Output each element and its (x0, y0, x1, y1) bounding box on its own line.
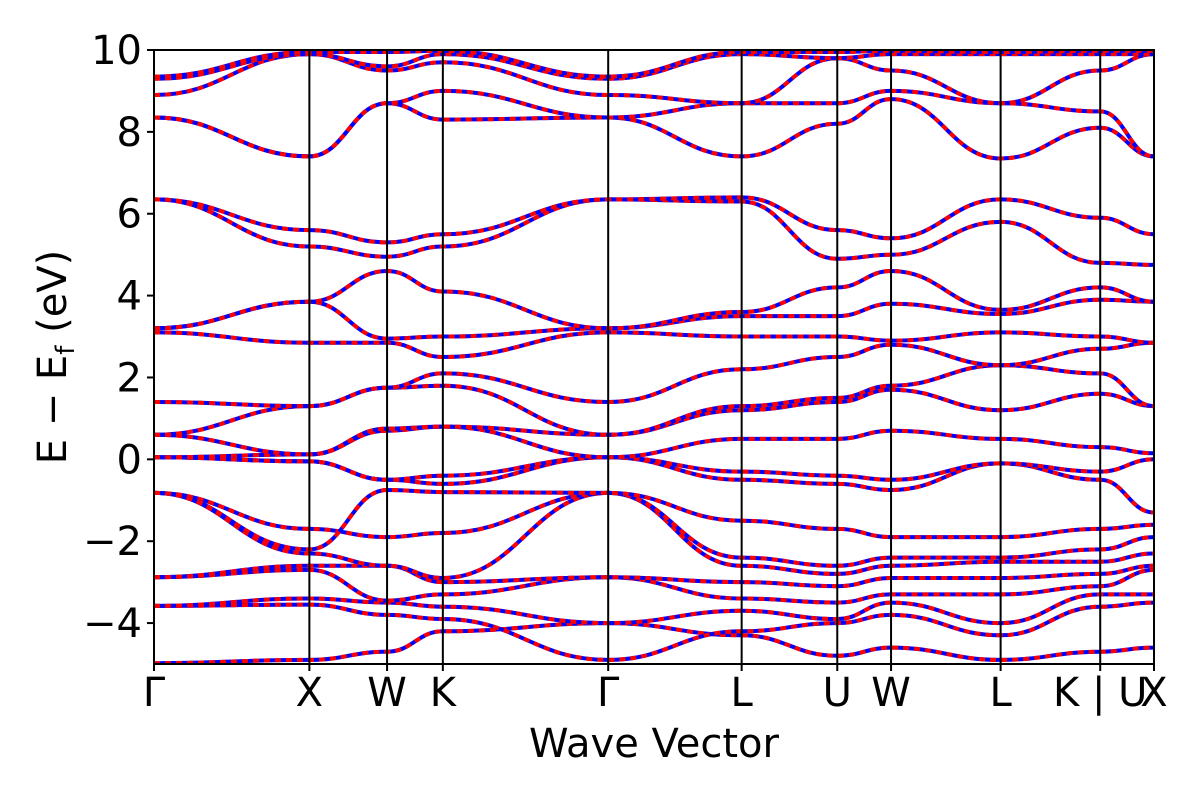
high-symmetry-lines (308, 50, 1102, 664)
band-line-15 (154, 297, 1154, 341)
x-tick-label: Γ (597, 670, 620, 716)
band-line-overlay-22 (154, 52, 1154, 81)
band-line-3 (154, 567, 1154, 605)
y-tick-label: 10 (91, 28, 142, 74)
band-line-17 (154, 197, 1154, 267)
band-line-overlay-21 (154, 52, 1154, 106)
y-tick-label: 8 (117, 110, 142, 156)
y-axis-label-sub: f (51, 345, 81, 355)
band-line-2 (154, 592, 1154, 626)
band-line-6 (154, 490, 1154, 568)
x-tick-label: L (989, 670, 1012, 716)
band-line-overlay-2 (154, 592, 1154, 626)
plot-frame (153, 49, 1155, 665)
band-line-19 (154, 97, 1154, 161)
band-line-8 (154, 455, 1154, 515)
band-line-13 (154, 340, 1154, 409)
x-tick-label: Γ (143, 670, 166, 716)
x-tick-label: U (823, 670, 852, 716)
band-line-20 (154, 88, 1154, 159)
x-tick-label: K | U (1053, 670, 1147, 716)
band-line-12 (154, 363, 1154, 437)
y-tick-label: 0 (117, 437, 142, 483)
band-line-overlay-8 (154, 455, 1154, 515)
band-line-22 (154, 52, 1154, 81)
y-axis-label-unit: (eV) (30, 250, 76, 346)
band-line-9 (154, 455, 1154, 482)
band-line-10 (154, 424, 1154, 460)
x-tick-label: K (430, 670, 458, 716)
band-line-14 (154, 330, 1154, 360)
band-line-overlay-12 (154, 363, 1154, 437)
band-line-23 (154, 50, 1154, 79)
band-line-overlay-11 (154, 387, 1154, 457)
band-line-7 (154, 487, 1154, 552)
x-tick-label: X (1140, 670, 1167, 716)
y-tick-label: 4 (117, 274, 142, 320)
x-tick-label: W (871, 670, 911, 716)
y-tick-label: −2 (83, 519, 142, 565)
band-line-1 (154, 600, 1154, 662)
band-line-11 (154, 387, 1154, 457)
y-tick-label: −4 (83, 601, 142, 647)
band-line-overlay-17 (154, 197, 1154, 267)
band-line-overlay-7 (154, 487, 1154, 552)
band-line-overlay-9 (154, 455, 1154, 482)
y-axis-label: E − Ef (eV) (30, 250, 81, 465)
y-tick-label: 2 (117, 355, 142, 401)
band-line-4 (154, 563, 1154, 589)
band-line-overlay-18 (154, 195, 1154, 245)
y-axis-ticks: −4 −2 0 2 4 6 8 10 (83, 28, 154, 647)
x-tick-label: W (367, 670, 407, 716)
band-line-18 (154, 195, 1154, 245)
x-tick-label: X (296, 670, 323, 716)
x-axis-label: Wave Vector (529, 721, 780, 767)
band-lines (154, 50, 1154, 664)
band-line-overlay-13 (154, 340, 1154, 409)
band-line-0 (154, 621, 1154, 664)
x-tick-label: L (731, 670, 754, 716)
y-axis-label-main: E − E (30, 355, 76, 465)
band-line-16 (154, 268, 1154, 331)
band-line-overlay-16 (154, 268, 1154, 331)
y-tick-label: 6 (117, 192, 142, 238)
band-line-overlay-14 (154, 330, 1154, 360)
band-line-overlay-20 (154, 88, 1154, 159)
band-line-overlay-0 (154, 621, 1154, 664)
